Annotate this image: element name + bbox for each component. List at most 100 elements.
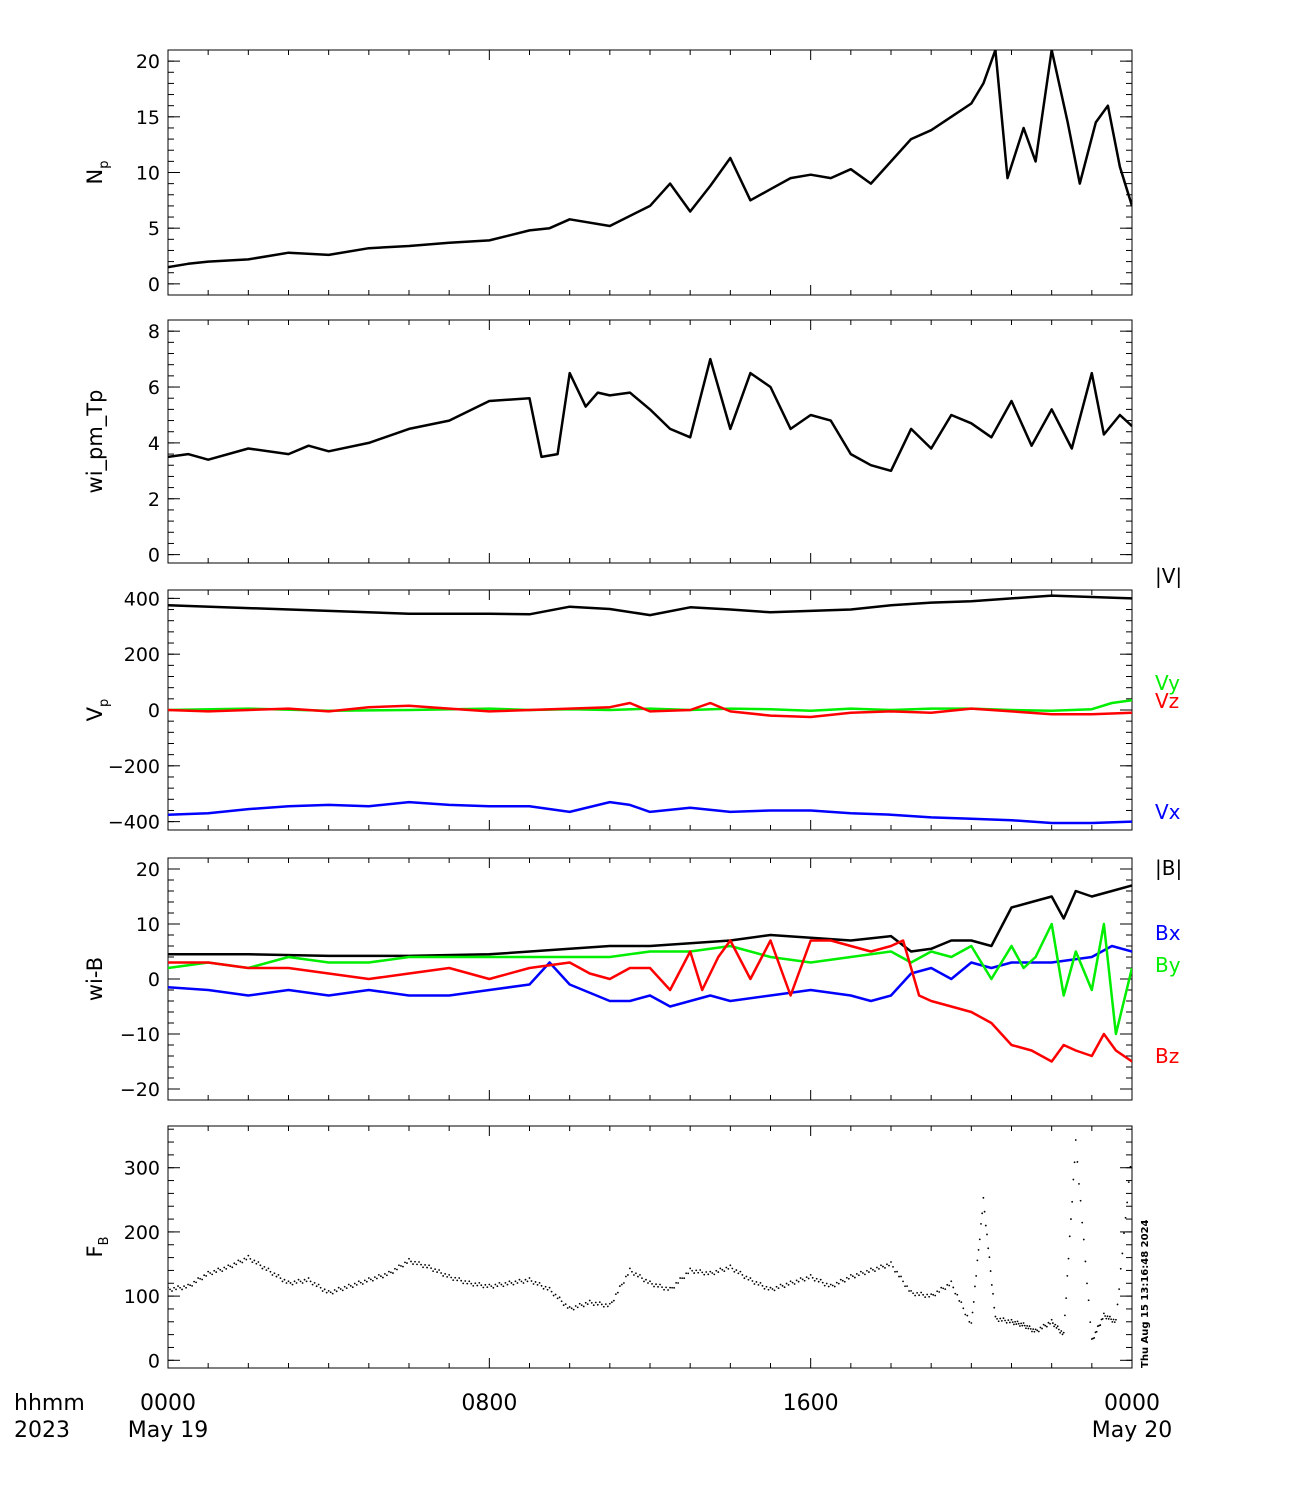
data-point (416, 1263, 418, 1266)
data-point (1065, 1297, 1068, 1300)
data-point (217, 1267, 220, 1270)
data-point (876, 1266, 878, 1269)
data-point (833, 1285, 836, 1288)
data-point (466, 1282, 469, 1285)
data-point (735, 1269, 738, 1271)
data-point (426, 1266, 428, 1269)
data-point (612, 1299, 615, 1302)
data-point (462, 1282, 465, 1285)
data-point (219, 1268, 222, 1271)
data-point (568, 1306, 571, 1308)
data-point (478, 1281, 481, 1284)
data-point (1118, 1288, 1121, 1291)
data-point (1021, 1324, 1024, 1327)
data-point (1109, 1315, 1111, 1318)
data-point (904, 1285, 906, 1288)
data-point (343, 1285, 346, 1288)
data-point (1127, 1181, 1130, 1184)
data-point (245, 1258, 248, 1261)
data-point (651, 1283, 653, 1285)
data-point (369, 1278, 372, 1281)
y-tick-label: −200 (108, 756, 160, 778)
data-point (649, 1280, 651, 1283)
data-point (1129, 1165, 1132, 1168)
data-point (894, 1270, 896, 1273)
y-axis-label: Vp (83, 699, 112, 722)
series-line (168, 800, 1132, 825)
data-point (976, 1259, 979, 1262)
data-point (311, 1283, 314, 1286)
data-point (1007, 1319, 1010, 1322)
data-point (1019, 1325, 1021, 1327)
data-point (1121, 1252, 1124, 1255)
data-point (331, 1292, 334, 1295)
data-point (749, 1277, 752, 1279)
data-point (1068, 1235, 1071, 1238)
data-point (590, 1301, 593, 1304)
y-tick-label: 0 (148, 1350, 160, 1372)
data-point (685, 1272, 688, 1275)
data-point (1026, 1325, 1029, 1327)
data-point (253, 1259, 256, 1262)
panel-frame (167, 49, 1133, 296)
data-point (727, 1267, 730, 1270)
data-point (542, 1287, 545, 1290)
data-point (211, 1273, 214, 1276)
data-point (843, 1280, 846, 1283)
data-point (908, 1290, 910, 1292)
data-point (538, 1281, 541, 1284)
data-point (729, 1264, 732, 1267)
data-point (655, 1283, 657, 1286)
data-point (390, 1271, 392, 1274)
data-point (522, 1282, 525, 1284)
data-point (554, 1293, 557, 1296)
data-point (490, 1285, 493, 1288)
data-point (910, 1289, 912, 1292)
data-point (1104, 1315, 1106, 1317)
data-point (683, 1277, 686, 1280)
data-point (476, 1284, 479, 1287)
data-point (500, 1283, 503, 1286)
data-point (528, 1277, 531, 1279)
data-point (1004, 1319, 1006, 1322)
data-point (526, 1280, 529, 1283)
data-point (317, 1283, 320, 1286)
y-tick-label: 20 (136, 51, 160, 73)
data-point (1042, 1323, 1045, 1326)
data-point (596, 1303, 599, 1306)
data-point (193, 1280, 196, 1283)
data-point (285, 1282, 288, 1284)
data-point (271, 1274, 274, 1276)
data-point (327, 1289, 330, 1292)
data-point (928, 1295, 931, 1298)
data-point (456, 1279, 459, 1282)
data-point (920, 1291, 923, 1294)
series-label: |V| (1155, 564, 1182, 588)
data-point (775, 1285, 778, 1288)
panel-frame (167, 857, 1133, 1101)
data-point (1123, 1232, 1125, 1235)
data-point (861, 1272, 864, 1274)
data-point (779, 1283, 782, 1286)
data-point (733, 1270, 736, 1273)
data-point (671, 1286, 673, 1289)
data-point (1081, 1221, 1084, 1224)
data-point (777, 1287, 780, 1290)
data-point (874, 1270, 876, 1273)
data-point (1084, 1260, 1087, 1263)
data-point (966, 1314, 969, 1317)
data-point (1032, 1328, 1035, 1331)
data-point (878, 1267, 880, 1270)
data-point (1047, 1321, 1050, 1324)
data-point (870, 1267, 872, 1270)
data-point (767, 1288, 770, 1291)
data-point (422, 1266, 424, 1269)
data-point (195, 1281, 198, 1284)
data-point (1013, 1323, 1015, 1326)
data-point (924, 1296, 927, 1299)
data-point (956, 1293, 959, 1296)
data-point (789, 1280, 792, 1283)
data-point (952, 1286, 955, 1289)
data-point (872, 1268, 874, 1271)
data-point (771, 1288, 774, 1290)
